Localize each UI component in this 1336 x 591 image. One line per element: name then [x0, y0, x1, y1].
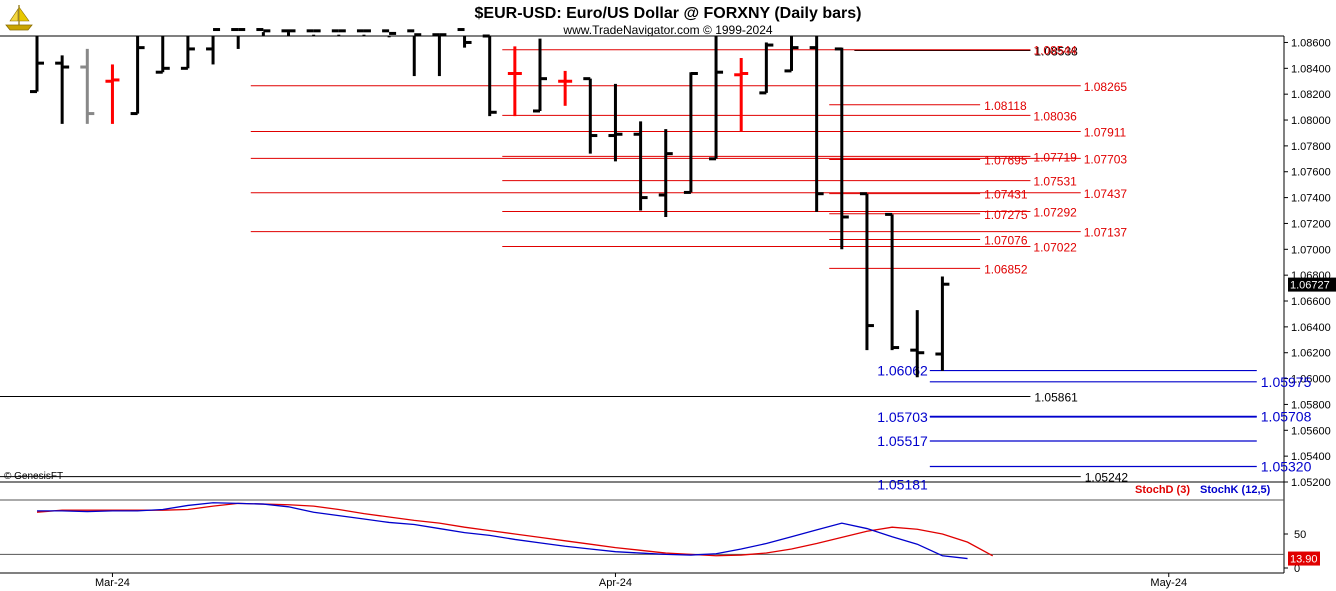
level-label: 1.06062	[877, 363, 928, 379]
price-tick-label: 1.06600	[1291, 296, 1331, 308]
level-label: 1.05181	[877, 476, 928, 492]
last-price-box	[1288, 277, 1336, 292]
price-tick-label: 1.07000	[1291, 244, 1331, 256]
stochastic-legend: StochD (3) StochK (12,5)	[1135, 484, 1271, 496]
level-label: 1.08265	[1084, 80, 1128, 94]
price-bars	[30, 28, 950, 378]
stoch-tick-label: 50	[1294, 529, 1306, 541]
level-label: 1.07531	[1033, 175, 1077, 189]
stoch-line-k	[37, 502, 968, 560]
price-tick-label: 1.08000	[1291, 115, 1331, 127]
legend-item: StochD (3)	[1135, 484, 1190, 496]
stoch-line-d	[36, 502, 994, 557]
level-label: 1.07292	[1033, 206, 1077, 220]
price-tick-label: 1.05800	[1291, 399, 1331, 411]
level-label: 1.07137	[1084, 226, 1128, 240]
x-tick-label: Apr-24	[599, 577, 632, 589]
legend-item: StochK (12,5)	[1200, 484, 1271, 496]
stoch-last-label: 13.90	[1290, 554, 1318, 566]
last-price-marker: 1.06727	[1288, 277, 1336, 292]
level-label: 1.07275	[984, 208, 1028, 222]
level-label: 1.08036	[1033, 109, 1077, 123]
level-label: 1.05242	[1085, 471, 1129, 485]
level-label: 1.07076	[984, 233, 1028, 247]
stochastic-lines: 13.90	[36, 502, 1320, 566]
price-tick-label: 1.07400	[1291, 193, 1331, 205]
price-tick-label: 1.05200	[1291, 477, 1331, 489]
last-price-label: 1.06727	[1290, 280, 1330, 292]
price-tick-label: 1.08200	[1291, 89, 1331, 101]
x-tick-label: Mar-24	[95, 577, 130, 589]
level-label: 1.07022	[1033, 240, 1077, 254]
price-tick-label: 1.06000	[1291, 374, 1331, 386]
price-tick-label: 1.06200	[1291, 348, 1331, 360]
x-axis: Mar-24 Apr-24 May-24	[95, 573, 1187, 589]
level-label: 1.07437	[1084, 187, 1128, 201]
level-label: 1.07703	[1084, 152, 1128, 166]
level-label: 1.07431	[984, 188, 1028, 202]
stoch-tick-label: 0	[1294, 563, 1300, 575]
price-tick-label: 1.05400	[1291, 451, 1331, 463]
copyright-text: © GenesisFT	[4, 471, 63, 482]
level-label: 1.05517	[877, 433, 928, 449]
chart-subtitle: www.TradeNavigator.com © 1999-2024	[562, 23, 772, 37]
level-label: 1.08544	[1033, 44, 1077, 58]
chart-title: $EUR-USD: Euro/US Dollar @ FORXNY (Daily…	[475, 5, 862, 22]
price-tick-label: 1.07800	[1291, 141, 1331, 153]
level-label: 1.07719	[1033, 150, 1077, 164]
level-label: 1.05320	[1261, 458, 1312, 474]
level-label: 1.08118	[984, 99, 1027, 113]
level-label: 1.05703	[877, 409, 928, 425]
level-label: 1.08538	[1034, 44, 1078, 58]
price-tick-label: 1.07200	[1291, 218, 1331, 230]
stoch-last-box	[1288, 551, 1320, 566]
level-label: 1.07695	[984, 153, 1028, 167]
x-tick-label: May-24	[1150, 577, 1187, 589]
price-tick-label: 1.07600	[1291, 167, 1331, 179]
level-label: 1.06852	[984, 262, 1028, 276]
price-tick-label: 1.05600	[1291, 425, 1331, 437]
price-tick-label: 1.08400	[1291, 63, 1331, 75]
stochastic-axis: 50 0	[0, 499, 1306, 575]
price-tick-label: 1.08600	[1291, 37, 1331, 49]
ship-icon	[5, 5, 33, 31]
level-label: 1.05861	[1034, 391, 1078, 405]
level-label: 1.05708	[1261, 408, 1312, 424]
price-tick-label: 1.06400	[1291, 322, 1331, 334]
level-label: 1.05975	[1261, 374, 1312, 390]
logo	[5, 5, 33, 31]
level-label: 1.07911	[1084, 126, 1127, 140]
